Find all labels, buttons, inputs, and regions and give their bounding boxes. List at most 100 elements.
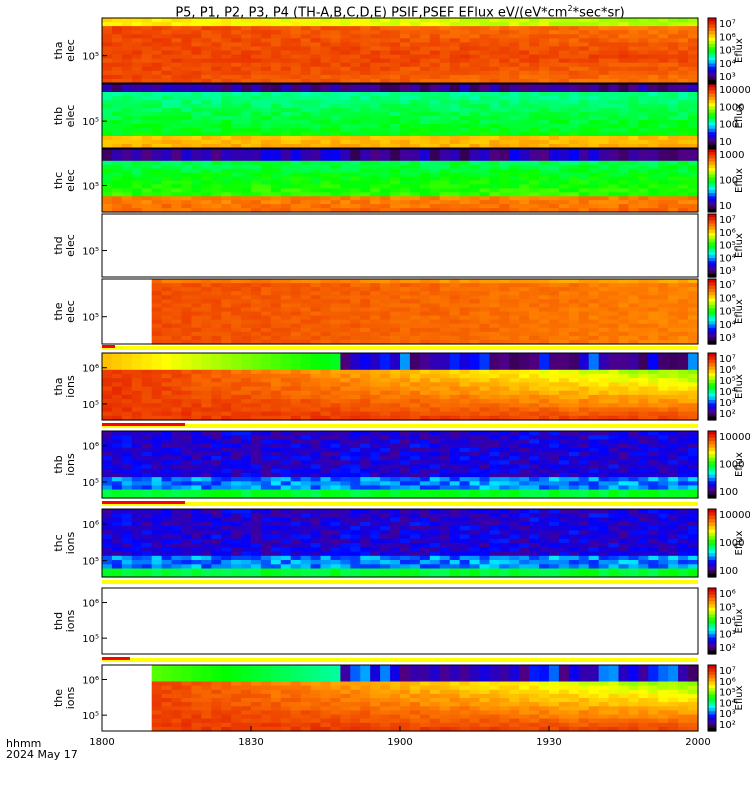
heatmap-cell [598, 66, 610, 72]
heatmap-cell [598, 311, 610, 317]
heatmap-cell [211, 46, 222, 52]
heatmap-cell [211, 58, 222, 64]
heatmap-cell [628, 140, 639, 145]
heatmap-cell [449, 382, 461, 388]
heatmap-cell [409, 287, 421, 292]
heatmap-cell [449, 411, 461, 417]
heatmap-cell [459, 156, 471, 162]
heatmap-cell [111, 353, 123, 358]
heatmap-cell [111, 386, 123, 392]
heatmap-cell [171, 353, 182, 358]
heatmap-cell [251, 208, 262, 213]
heatmap-cell [221, 279, 232, 284]
heatmap-cell [449, 323, 461, 329]
heatmap-cell [499, 295, 510, 300]
heatmap-cell [310, 184, 322, 189]
heatmap-cell [211, 307, 222, 313]
colorbar-segment [708, 53, 716, 58]
heatmap-cell [340, 112, 351, 117]
heatmap-cell [400, 365, 411, 371]
heatmap-cell [400, 279, 411, 284]
heatmap-cell [251, 116, 262, 121]
heatmap-cell [231, 279, 242, 284]
heatmap-cell [221, 136, 232, 141]
heatmap-cell [201, 92, 212, 97]
heatmap-cell [509, 208, 520, 213]
heatmap-cell [171, 46, 182, 52]
heatmap-cell [549, 378, 560, 383]
heatmap-cell [151, 26, 163, 31]
heatmap-cell [370, 164, 381, 170]
heatmap-cell [578, 100, 590, 105]
heatmap-cell [638, 96, 649, 101]
heatmap-cell [221, 373, 232, 379]
heatmap-cell [648, 311, 659, 317]
heatmap-cell [121, 361, 133, 367]
heatmap-cell [151, 373, 163, 379]
heatmap-cell [360, 369, 371, 375]
heatmap-cell [300, 411, 312, 417]
heatmap-cell [221, 415, 232, 421]
heatmap-cell [161, 415, 173, 421]
heatmap-cell [489, 156, 500, 162]
heatmap-cell [499, 208, 510, 213]
heatmap-cell [231, 184, 242, 189]
heatmap-cell [479, 140, 490, 145]
heatmap-cell [380, 335, 391, 341]
heatmap-cell [668, 132, 679, 137]
heatmap-cell [320, 26, 331, 31]
heatmap-cell [151, 319, 163, 325]
heatmap-cell [668, 100, 679, 105]
heatmap-cell [131, 50, 143, 56]
heatmap-cell [380, 128, 391, 133]
heatmap-cell [161, 369, 173, 375]
heatmap-cell [459, 26, 471, 31]
heatmap-cell [429, 208, 441, 213]
heatmap-cell [111, 74, 123, 80]
heatmap-cell [628, 144, 639, 149]
heatmap-cell [191, 188, 202, 193]
heatmap-cell [459, 128, 471, 133]
heatmap-cell [638, 279, 649, 284]
heatmap-cell [628, 299, 639, 304]
heatmap-cell [380, 315, 391, 321]
heatmap-cell [489, 307, 500, 313]
heatmap-cell [161, 403, 173, 409]
heatmap-cell [519, 152, 530, 158]
heatmap-cell [350, 70, 361, 76]
heatmap-cell [320, 339, 331, 345]
heatmap-cell [121, 34, 133, 39]
heatmap-cell [668, 339, 679, 345]
heatmap-cell [588, 92, 600, 97]
heatmap-cell [618, 411, 629, 417]
heatmap-cell [588, 152, 600, 158]
heatmap-cell [449, 299, 461, 304]
heatmap-cell [141, 188, 153, 193]
heatmap-cell [181, 26, 192, 31]
heatmap-cell [340, 22, 351, 27]
heatmap-cell [330, 128, 341, 133]
heatmap-cell [171, 66, 182, 72]
heatmap-cell [499, 22, 510, 27]
heatmap-cell [618, 311, 629, 317]
heatmap-cell [330, 378, 341, 383]
heatmap-cell [449, 164, 461, 170]
heatmap-cell [191, 361, 202, 367]
heatmap-cell [429, 30, 441, 35]
heatmap-cell [151, 315, 163, 321]
heatmap-cell [370, 120, 381, 125]
heatmap-cell [360, 204, 371, 209]
heatmap-cell [191, 164, 202, 170]
colorbar-segment [708, 73, 716, 78]
heatmap-cell [469, 62, 480, 68]
heatmap-cell [509, 327, 520, 333]
heatmap-cell [459, 378, 471, 383]
heatmap-cell [102, 403, 113, 409]
colorbar-tick-label: 10⁶ [719, 32, 736, 43]
heatmap-cell [350, 112, 361, 117]
heatmap-cell [380, 62, 391, 68]
heatmap-cell [598, 335, 610, 341]
heatmap-cell [171, 74, 182, 80]
heatmap-cell [151, 184, 163, 189]
heatmap-cell [310, 369, 322, 375]
